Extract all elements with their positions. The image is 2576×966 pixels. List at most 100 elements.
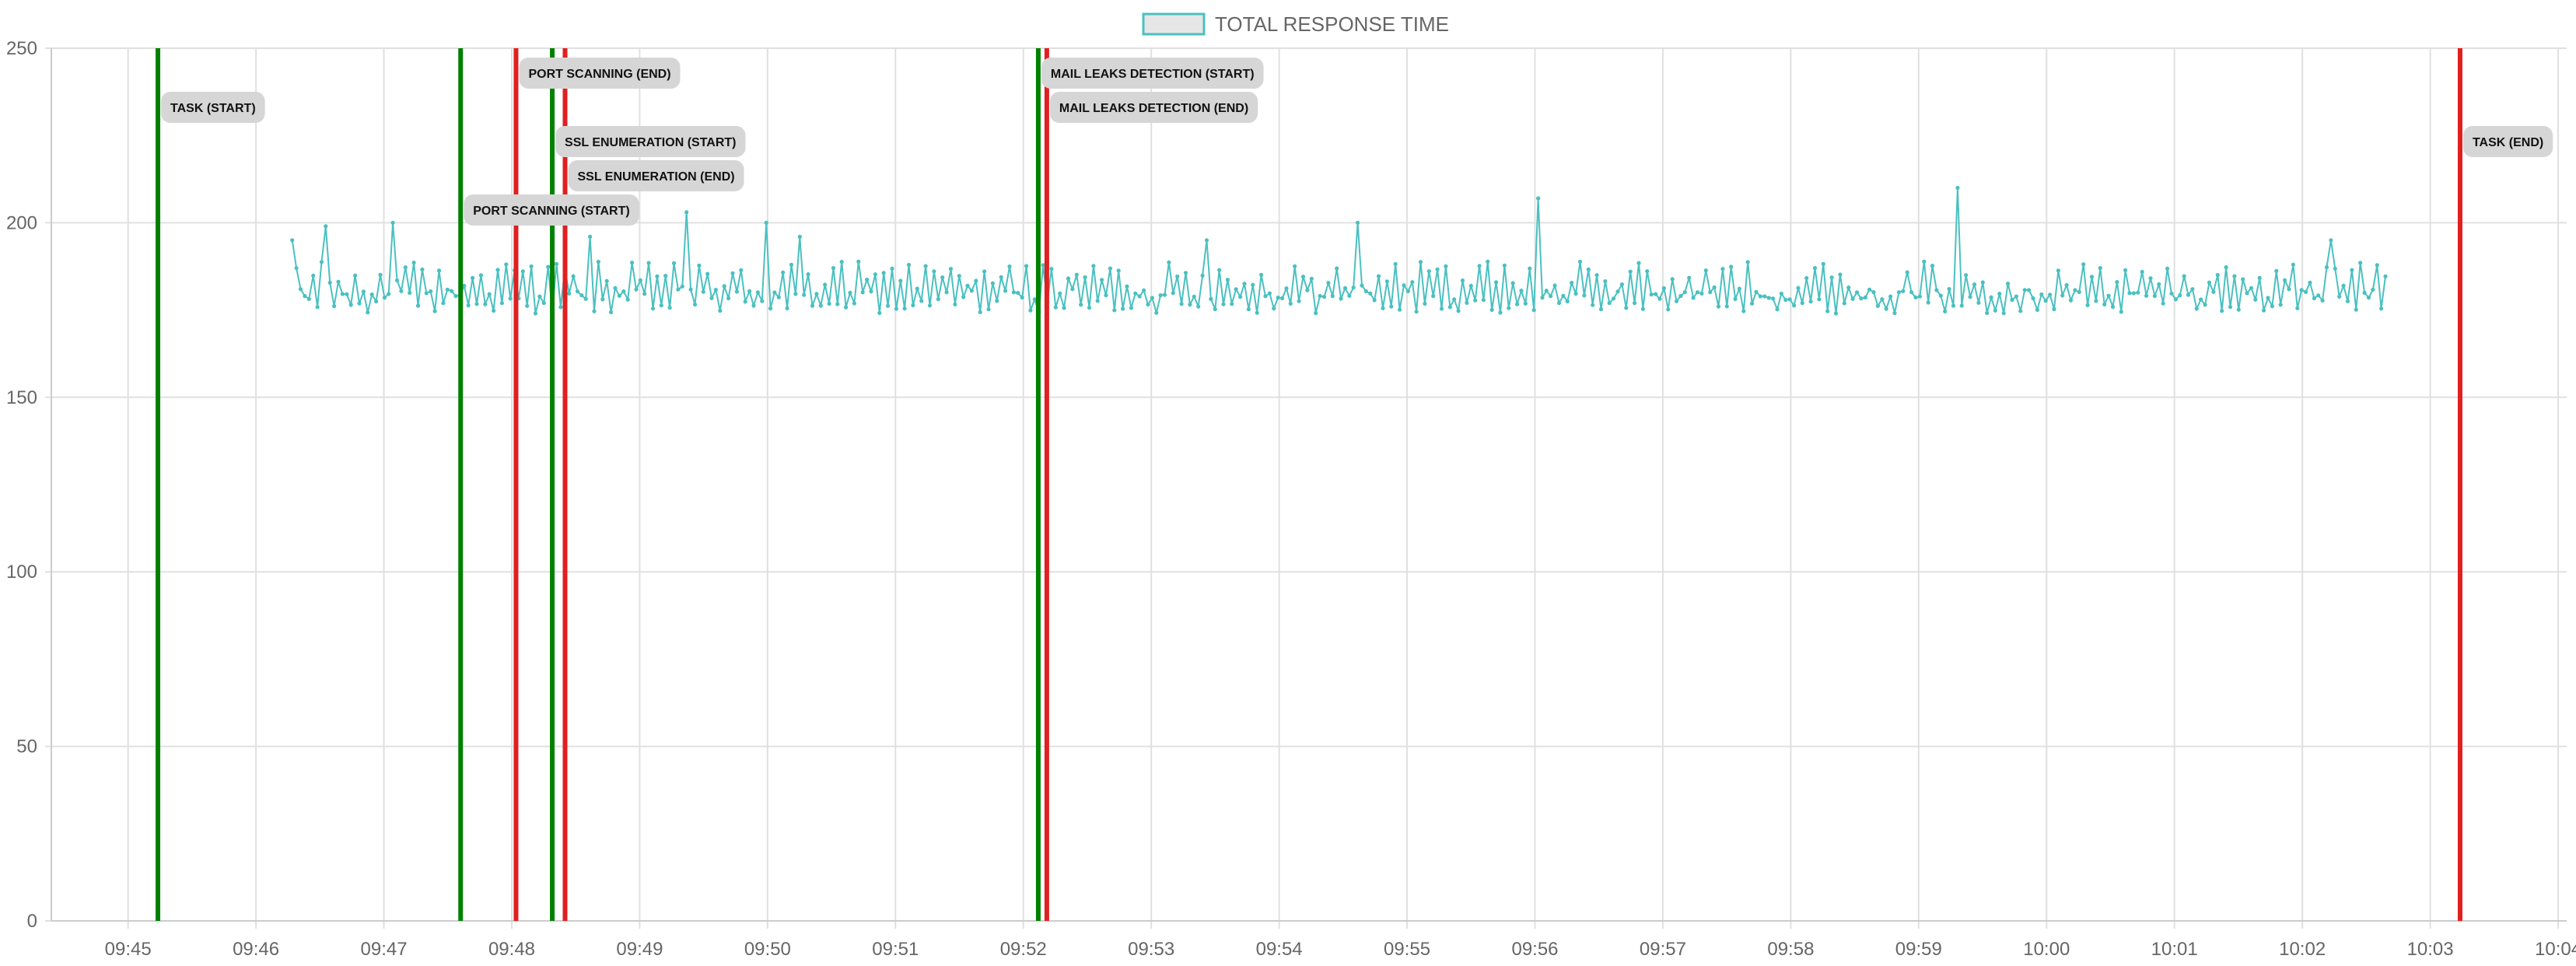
data-point xyxy=(1997,292,2002,296)
data-point xyxy=(1645,269,1650,274)
data-point xyxy=(1381,306,1385,310)
data-point xyxy=(2291,262,2295,267)
data-point xyxy=(1133,291,1138,296)
data-point xyxy=(336,279,341,284)
data-point xyxy=(1284,286,1289,291)
data-point xyxy=(1729,264,1734,269)
data-point xyxy=(1838,272,1843,277)
data-point xyxy=(424,291,429,296)
data-point xyxy=(579,293,584,298)
data-point xyxy=(1305,288,1310,292)
data-point xyxy=(1011,290,1016,295)
data-point xyxy=(1230,302,1234,306)
data-point xyxy=(394,278,400,283)
data-point xyxy=(2190,287,2195,292)
data-point xyxy=(2199,297,2203,302)
data-point xyxy=(806,272,810,277)
data-point xyxy=(1591,303,1595,307)
data-point xyxy=(1771,296,1776,301)
data-point xyxy=(306,296,311,301)
data-point xyxy=(1489,307,1494,312)
data-point xyxy=(1125,284,1129,289)
data-point xyxy=(1444,264,1448,268)
data-point xyxy=(1993,308,1997,313)
data-point xyxy=(2115,280,2119,285)
data-point xyxy=(487,292,492,296)
data-point xyxy=(730,271,735,275)
data-point xyxy=(1300,275,1306,279)
data-point xyxy=(617,293,622,298)
data-point xyxy=(860,290,865,295)
data-point xyxy=(663,274,668,278)
data-point xyxy=(2148,276,2153,281)
data-point xyxy=(2366,296,2371,300)
data-point xyxy=(1741,309,1746,313)
data-point xyxy=(1989,295,1993,299)
data-point xyxy=(944,290,949,295)
data-point xyxy=(932,269,936,274)
data-point xyxy=(676,287,681,292)
data-point xyxy=(923,264,928,268)
data-point xyxy=(2131,291,2136,296)
data-point xyxy=(1410,280,1415,285)
data-point xyxy=(827,301,831,306)
data-point xyxy=(2094,299,2098,303)
data-point xyxy=(621,289,626,294)
data-point xyxy=(583,296,588,301)
data-point xyxy=(1217,268,1222,272)
event-label-box xyxy=(464,194,639,226)
data-point xyxy=(2031,296,2035,301)
data-point xyxy=(890,266,894,271)
data-point xyxy=(1661,286,1666,291)
data-point xyxy=(2337,294,2342,299)
data-point xyxy=(1507,306,1511,310)
data-point xyxy=(1762,294,1767,299)
data-point xyxy=(2018,309,2023,313)
x-tick-label: 10:02 xyxy=(2279,939,2326,960)
data-point xyxy=(374,299,379,304)
data-point xyxy=(1363,289,1368,294)
data-point xyxy=(1817,297,1822,302)
data-point xyxy=(1007,264,1012,269)
data-point xyxy=(2379,306,2384,311)
data-point xyxy=(2362,290,2367,295)
data-point xyxy=(1108,266,1112,271)
data-point xyxy=(2136,290,2140,295)
data-point xyxy=(324,224,328,229)
y-tick-label: 250 xyxy=(6,38,37,59)
data-point xyxy=(1251,282,1255,287)
data-point xyxy=(575,289,580,294)
data-point xyxy=(1570,281,1574,285)
data-point xyxy=(366,310,370,315)
data-point xyxy=(1624,306,1629,310)
event-label: SSL ENUMERATION (END) xyxy=(568,160,744,191)
data-point xyxy=(1293,264,1297,268)
data-point xyxy=(1544,289,1549,293)
data-point xyxy=(529,264,534,269)
data-point xyxy=(1909,290,1914,295)
data-point xyxy=(504,262,509,267)
data-point xyxy=(2324,264,2329,270)
data-point xyxy=(1049,267,1054,271)
y-tick-label: 200 xyxy=(6,212,37,233)
data-point xyxy=(1515,302,1520,306)
data-point xyxy=(760,299,765,303)
data-point xyxy=(705,271,710,276)
data-point xyxy=(1871,290,1876,295)
data-point xyxy=(772,290,777,295)
data-point xyxy=(1787,297,1792,302)
x-tick-label: 10:01 xyxy=(2151,939,2198,960)
data-point xyxy=(1498,310,1503,315)
event-label-box xyxy=(1049,92,1258,123)
chart-legend[interactable]: TOTAL RESPONSE TIME xyxy=(1142,12,1449,36)
data-point xyxy=(1423,301,1427,306)
data-point xyxy=(2207,280,2212,285)
data-point xyxy=(1808,299,1813,304)
data-point xyxy=(387,292,391,296)
data-point xyxy=(697,263,702,268)
data-point xyxy=(1062,306,1066,310)
data-point xyxy=(1619,282,1624,287)
data-point xyxy=(1783,297,1788,303)
data-point xyxy=(453,294,458,299)
